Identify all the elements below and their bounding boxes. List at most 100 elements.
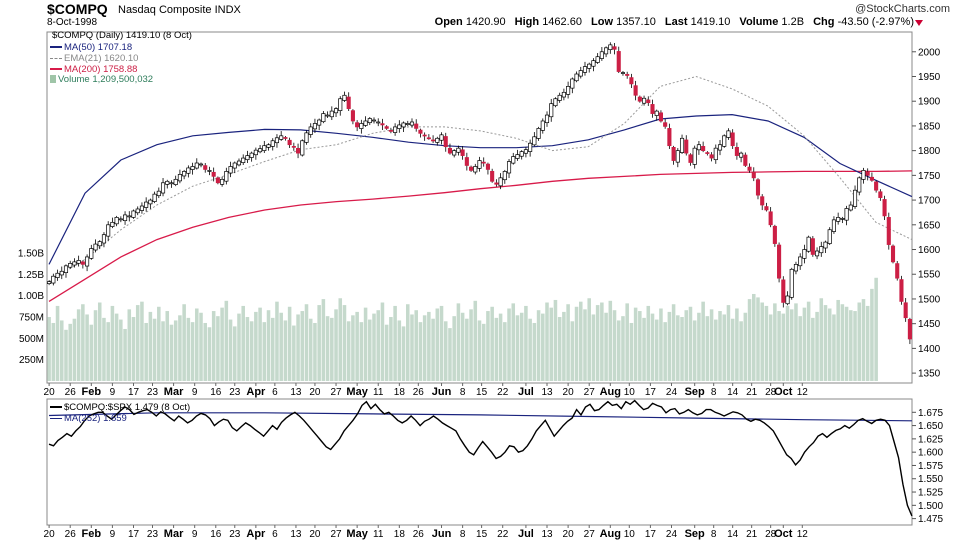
candle-body (72, 261, 77, 266)
candle-body (595, 56, 600, 63)
volume-bar (119, 319, 123, 381)
candle-body (380, 123, 385, 126)
x-tick-label: 20 (309, 529, 321, 540)
candle-body (646, 99, 651, 104)
candle-body (608, 44, 613, 51)
volume-bar (401, 326, 406, 381)
candle-body (308, 126, 313, 135)
candle-body (886, 217, 891, 245)
candle-body (625, 73, 630, 76)
candle-body (781, 279, 786, 303)
candle-body (426, 137, 431, 140)
candle-body (464, 157, 469, 166)
candle-body (228, 166, 233, 174)
volume-tick-label: 500M (19, 334, 44, 345)
x-tick-label: 24 (666, 529, 678, 540)
volume-bar (190, 322, 195, 381)
candle-body (772, 225, 777, 244)
volume-bar (768, 314, 773, 381)
x-tick-label: 28 (765, 529, 777, 540)
candle-body (131, 210, 136, 218)
x-tick-label: Oct (774, 386, 793, 398)
volume-bar (249, 321, 254, 381)
candle-body (89, 248, 94, 259)
volume-tick-label: 750M (19, 313, 44, 324)
candle-body (101, 234, 107, 244)
x-tick-label: 18 (394, 387, 406, 398)
candle-body (156, 190, 161, 197)
volume-bar (849, 310, 853, 381)
candle-body (135, 208, 140, 214)
candle-body (291, 146, 296, 148)
candle-body (211, 171, 216, 177)
candle-body (696, 144, 701, 151)
volume-bar (186, 317, 191, 381)
legend-ema21-label: EMA(21) 1620.10 (64, 53, 139, 64)
volume-bar (152, 318, 157, 381)
volume-bar (418, 322, 423, 381)
volume-bar (443, 321, 448, 381)
x-tick-label: 11 (373, 387, 384, 398)
candle-body (549, 103, 554, 118)
volume-bar (481, 323, 486, 381)
volume-bar (663, 322, 667, 381)
ema21-line (48, 75, 913, 283)
candle-body (110, 221, 115, 227)
volume-bar (507, 308, 511, 381)
volume-bar (659, 308, 663, 381)
candle-body (262, 145, 267, 151)
volume-bar (503, 322, 507, 381)
volume-bar (330, 317, 334, 381)
candle-body (139, 205, 144, 211)
x-tick-label: 16 (210, 387, 222, 398)
stockcharts-credit[interactable]: @StockCharts.com (855, 3, 950, 15)
volume-bar (439, 305, 444, 381)
x-tick-label: Mar (164, 386, 184, 398)
x-tick-label: 9 (192, 387, 198, 398)
x-tick-label: 9 (110, 529, 116, 540)
candle-body (789, 268, 794, 298)
x-tick-label: 8 (460, 529, 466, 540)
candle-body (76, 260, 81, 264)
candle-body (350, 110, 355, 122)
candle-body (384, 126, 389, 129)
candle-body (570, 78, 575, 89)
volume-bar (621, 316, 625, 381)
volume-bar (536, 310, 541, 381)
candle-body (127, 215, 132, 218)
volume-bar (144, 322, 148, 381)
candle-body (840, 218, 845, 220)
candle-body (405, 123, 410, 126)
candle-body (532, 136, 537, 146)
x-tick-label: Jun (432, 528, 452, 540)
volume-bar (207, 327, 212, 381)
price-panel-frame (46, 31, 913, 384)
volume-bar (465, 318, 469, 381)
candle-body (481, 161, 486, 164)
volume-bar (351, 315, 355, 381)
volume-bar (490, 306, 494, 381)
candle-body (477, 160, 482, 169)
ratio-line (48, 399, 913, 517)
candle-body (123, 214, 128, 222)
legend-volume-label: Volume 1,209,500,032 (58, 74, 154, 85)
volume-bar (321, 299, 326, 381)
x-tick-label: 9 (192, 529, 198, 540)
x-tick-label: 10 (624, 529, 636, 540)
header-date: 8-Oct-1998 (47, 17, 98, 28)
candle-body (439, 134, 444, 141)
volume-bar (806, 301, 811, 381)
volume-bar (228, 319, 233, 381)
volume-bar (173, 320, 178, 381)
candle-body (599, 51, 604, 59)
x-tick-label: 8 (711, 529, 717, 540)
volume-bar (688, 306, 693, 381)
x-tick-label: 16 (210, 529, 222, 540)
x-tick-label: 18 (394, 529, 406, 540)
candle-body (907, 318, 912, 340)
volume-bar (127, 309, 132, 381)
volume-bar (47, 317, 51, 381)
volume-bar (203, 322, 208, 381)
volume-bar (714, 319, 718, 381)
